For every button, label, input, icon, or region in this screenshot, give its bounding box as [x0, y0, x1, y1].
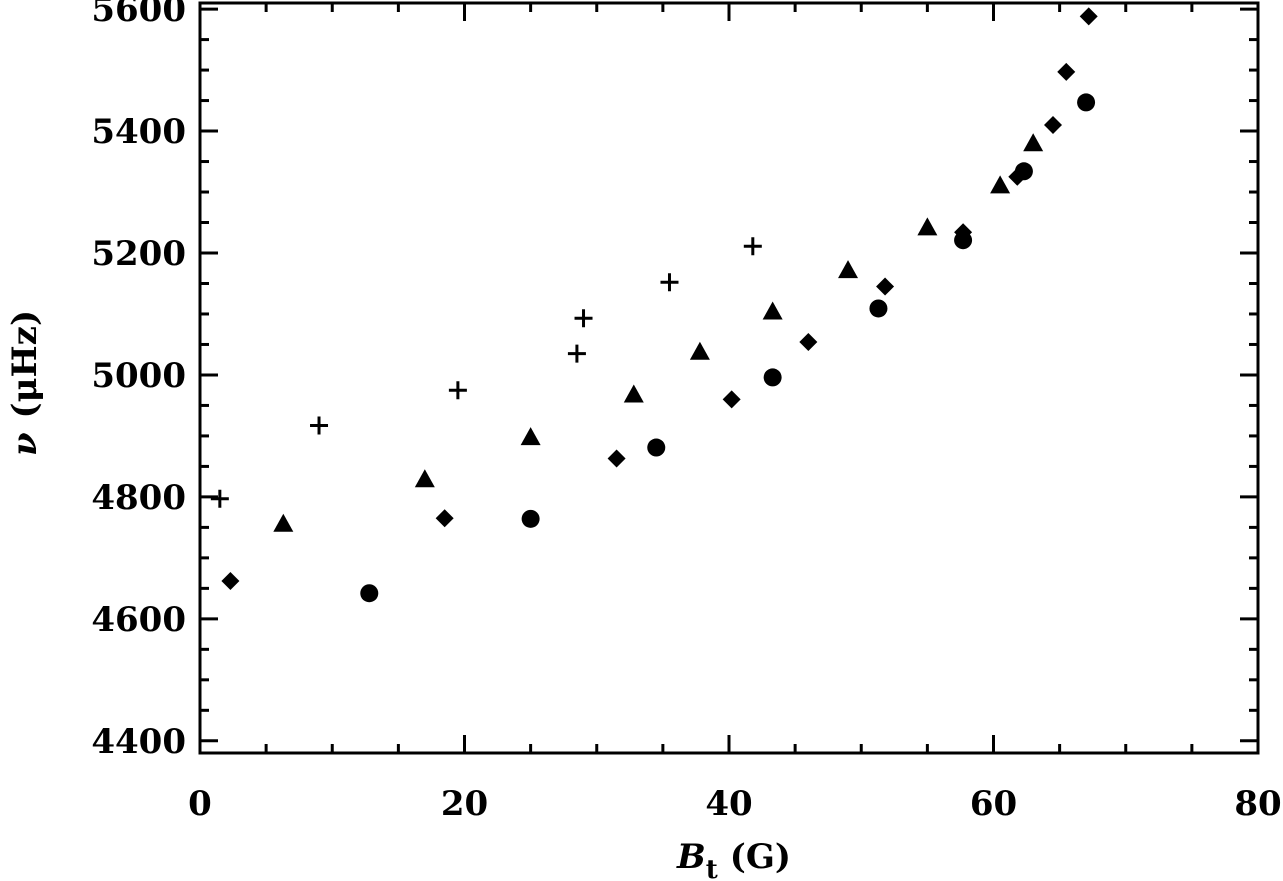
circle-point — [360, 584, 379, 603]
x-axis-unit: (G) — [730, 837, 791, 877]
diamond-point — [435, 509, 454, 528]
x-axis-symbol: B — [676, 837, 706, 877]
y-axis-symbol: ν — [5, 432, 45, 456]
plus-point — [743, 237, 762, 256]
circle-point — [1014, 162, 1033, 181]
plus-point — [448, 381, 467, 400]
diamond-point — [221, 572, 240, 591]
y-tick-label: 5400 — [91, 112, 186, 152]
diamond-point — [876, 277, 895, 296]
diamond-point — [799, 333, 818, 352]
y-tick-label: 4600 — [91, 600, 186, 640]
triangle-point — [689, 341, 710, 360]
diamond-point — [1057, 62, 1076, 81]
circle-point — [763, 368, 782, 387]
y-tick-label: 4800 — [91, 478, 186, 518]
triangle-point — [762, 301, 783, 320]
diamond-point — [1079, 7, 1098, 26]
circle-point — [954, 231, 973, 250]
plus-point — [310, 416, 329, 435]
x-tick-label: 40 — [705, 784, 752, 824]
diamond-point — [722, 390, 741, 409]
triangle-point — [990, 175, 1011, 194]
triangle-point — [917, 217, 938, 236]
circle-point — [1077, 93, 1096, 112]
triangle-point — [1023, 133, 1044, 152]
y-axis-unit: (μHz) — [5, 310, 45, 419]
triangle-point — [520, 427, 541, 446]
diamond-point — [1044, 115, 1063, 134]
x-tick-label: 60 — [970, 784, 1017, 824]
plus-point — [574, 309, 593, 328]
y-tick-label: 4400 — [91, 722, 186, 762]
x-axis-subscript: t — [706, 855, 718, 881]
y-tick-label: 5200 — [91, 234, 186, 274]
x-tick-label: 0 — [188, 784, 212, 824]
triangle-point — [273, 513, 294, 532]
tick-labels: 0 20 40 60 80 4400 4600 4800 5000 5200 5400 5600 — [91, 0, 1281, 824]
circle-point — [521, 509, 540, 528]
y-axis-title: ν (μHz) — [5, 310, 45, 456]
circle-point — [869, 299, 888, 318]
plot-frame — [198, 1, 1260, 755]
y-tick-label: 5000 — [91, 356, 186, 396]
triangle-point — [623, 384, 644, 403]
plus-point — [567, 344, 586, 363]
plus-point — [210, 489, 229, 508]
circle-point — [647, 438, 666, 457]
triangle-point — [414, 469, 435, 488]
data-points — [210, 7, 1098, 603]
plus-point — [660, 273, 679, 292]
y-tick-label: 5600 — [91, 0, 186, 30]
x-tick-label: 80 — [1234, 784, 1281, 824]
diamond-point — [607, 449, 626, 468]
triangle-point — [838, 260, 859, 279]
x-tick-label: 20 — [441, 784, 488, 824]
x-axis-title: Bt (G) — [676, 837, 791, 881]
